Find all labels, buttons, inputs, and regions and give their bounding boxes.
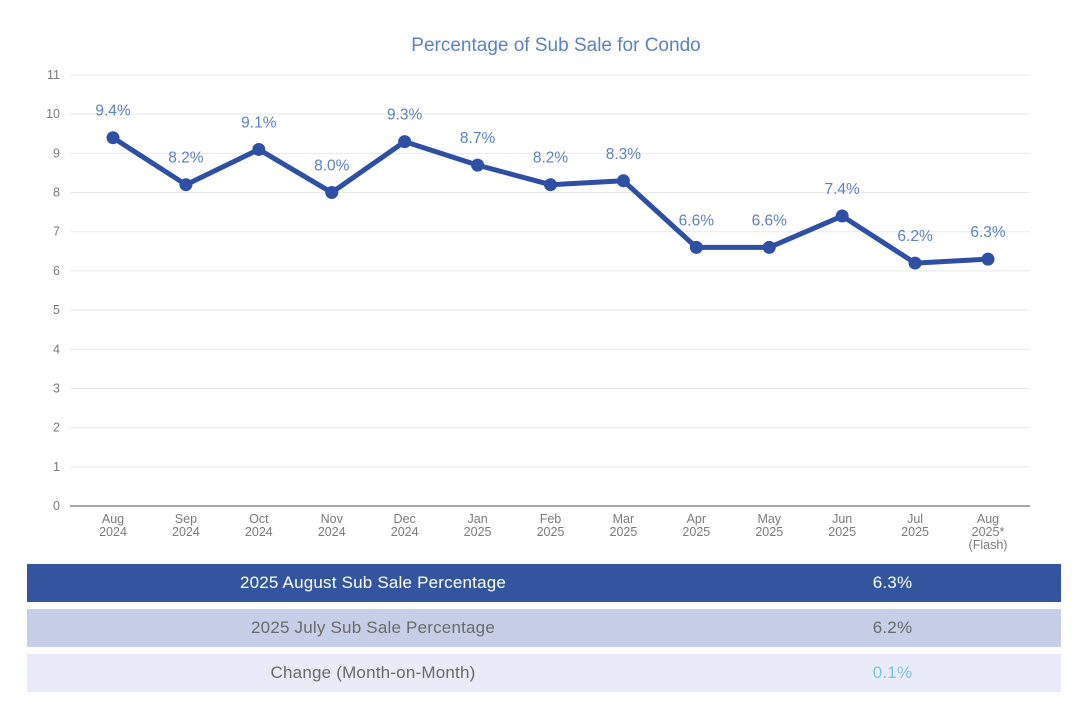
summary-row-value: 6.3% — [872, 573, 913, 592]
y-tick-label: 5 — [53, 303, 60, 317]
data-point — [544, 178, 557, 192]
data-point — [106, 131, 120, 145]
x-tick-label: Jun 2025 — [828, 512, 856, 539]
data-point — [179, 178, 193, 192]
y-tick-label: 4 — [53, 342, 60, 356]
data-point — [616, 174, 630, 188]
data-point — [689, 240, 703, 254]
summary-row-july: 2025 July Sub Sale Percentage 6.2% — [27, 609, 1061, 647]
data-label: 9.1% — [241, 114, 277, 131]
y-tick-label: 1 — [53, 460, 60, 474]
y-tick-label: 7 — [53, 225, 60, 239]
data-point — [762, 240, 776, 254]
sub-sale-line-chart: Percentage of Sub Sale for Condo 0 1 2 3 4 5 6 7… — [46, 35, 1030, 552]
chart-title: Percentage of Sub Sale for Condo — [411, 35, 700, 56]
data-label: 8.2% — [533, 150, 569, 167]
x-tick-label: Oct 2024 — [245, 512, 273, 539]
data-label: 8.2% — [168, 150, 204, 167]
data-point — [981, 252, 995, 266]
x-tick-label: Feb 2025 — [537, 512, 565, 539]
data-label: 7.4% — [824, 181, 860, 198]
summary-row-value: 0.1% — [872, 663, 913, 682]
y-tick-label: 6 — [53, 264, 60, 278]
summary-row-label: 2025 July Sub Sale Percentage — [251, 618, 495, 637]
y-tick-label: 10 — [46, 107, 60, 121]
data-point — [471, 158, 485, 172]
x-tick-label: Jan 2025 — [464, 512, 492, 539]
summary-row-change: Change (Month-on-Month) 0.1% — [27, 654, 1061, 692]
summary-row-label: 2025 August Sub Sale Percentage — [239, 573, 507, 592]
data-label: 8.0% — [314, 158, 350, 175]
x-tick-label: Jul 2025 — [901, 512, 929, 539]
y-tick-label: 0 — [53, 499, 60, 513]
y-tick-label: 9 — [53, 146, 60, 160]
x-tick-label: Nov 2024 — [318, 512, 346, 539]
y-tick-label: 8 — [53, 186, 60, 200]
y-tick-label: 2 — [53, 421, 60, 435]
data-label: 9.3% — [387, 107, 423, 124]
x-tick-label: Mar 2025 — [610, 512, 638, 539]
data-label: 9.4% — [95, 103, 131, 120]
x-tick-label: Aug 2024 — [99, 512, 127, 539]
x-tick-label: May 2025 — [755, 512, 783, 539]
data-label: 6.6% — [679, 212, 715, 229]
data-label: 8.7% — [460, 130, 496, 147]
y-tick-label: 11 — [47, 68, 60, 82]
x-tick-label: Dec 2024 — [391, 512, 419, 539]
data-label: 6.6% — [752, 212, 788, 229]
data-label: 8.3% — [606, 146, 642, 163]
data-point — [252, 142, 266, 156]
x-tick-label: Apr 2025 — [682, 512, 710, 539]
data-label: 6.3% — [970, 224, 1006, 241]
x-tick-label: Aug 2025* (Flash) — [969, 512, 1008, 552]
summary-row-august: 2025 August Sub Sale Percentage 6.3% — [27, 564, 1061, 602]
y-tick-label: 3 — [53, 381, 60, 395]
data-point — [908, 256, 922, 270]
data-label: 6.2% — [897, 228, 933, 245]
line-chart-svg: Percentage of Sub Sale for Condo 0 1 2 3 4 5 6 7… — [46, 35, 1030, 552]
x-tick-label: Sep 2024 — [172, 512, 200, 539]
data-point — [835, 209, 849, 223]
summary-row-value: 6.2% — [872, 618, 913, 637]
summary-table: 2025 August Sub Sale Percentage 6.3% 202… — [27, 564, 1061, 699]
summary-row-label: Change (Month-on-Month) — [270, 663, 476, 682]
data-point — [325, 186, 339, 200]
data-point — [398, 135, 412, 149]
